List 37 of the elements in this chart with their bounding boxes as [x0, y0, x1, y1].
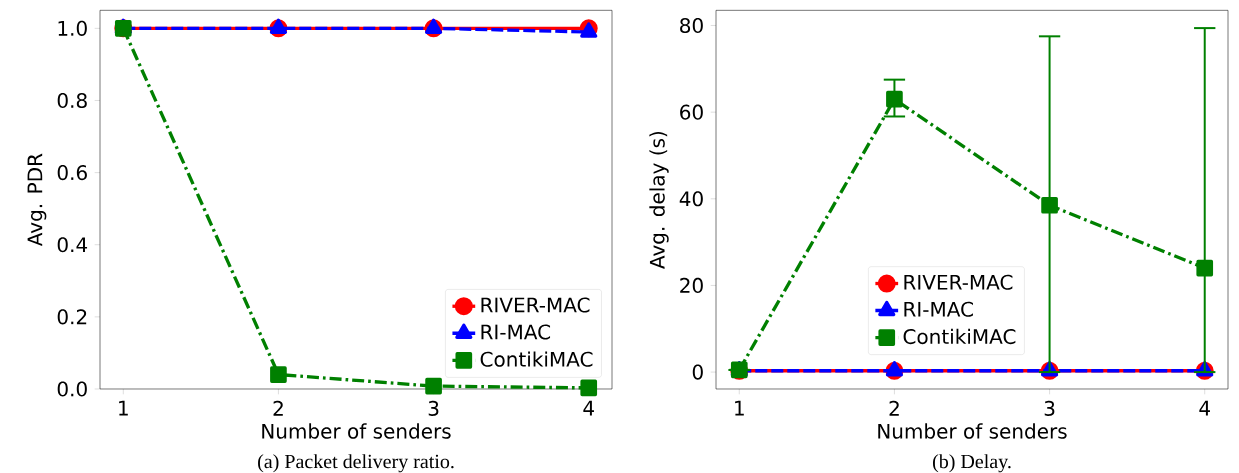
y-tick-label: 0.8: [57, 92, 87, 109]
x-tick-label: 4: [1199, 400, 1210, 416]
y-tick-label: 0.6: [57, 165, 87, 181]
y-tick-label: 20: [680, 277, 703, 294]
text: (b) Delay.: [932, 454, 1011, 473]
y-axis-title: Avg. PDR: [27, 153, 47, 247]
point: [1041, 196, 1058, 214]
legend-label: RI-MAC: [904, 301, 973, 317]
point: [425, 377, 442, 395]
y-tick-label: 80: [680, 17, 703, 34]
x-tick-label: 4: [583, 400, 594, 416]
legend-label: RI-MAC: [481, 324, 551, 340]
y-tick-label: 0.2: [57, 309, 87, 325]
text: (a) Packet delivery ratio.: [258, 454, 454, 473]
point: [580, 379, 598, 397]
x-axis-title: Number of senders: [262, 423, 451, 439]
point: [270, 366, 287, 383]
point: [886, 90, 903, 108]
x-axis-title: Number of senders: [878, 423, 1067, 439]
x-tick-label: 1: [119, 400, 128, 416]
y-tick-label: 60: [680, 104, 703, 120]
y-tick-label: 0.4: [57, 237, 88, 253]
y-tick-label: 0: [692, 364, 703, 380]
y-tick-label: 0.0: [57, 381, 87, 397]
legend-label: RIVER-MAC: [904, 274, 1013, 290]
y-axis-title: Avg. delay (s): [649, 131, 669, 269]
y-tick-label: 1.0: [58, 20, 87, 36]
legend-label: ContikiMAC: [480, 351, 593, 367]
x-tick-label: 3: [428, 400, 439, 416]
y-tick-label: 40: [679, 191, 703, 207]
x-tick-label: 2: [273, 400, 283, 416]
x-tick-label: 3: [1044, 400, 1055, 416]
x-tick-label: 2: [889, 400, 899, 416]
x-tick-label: 1: [735, 400, 744, 416]
point: [1196, 259, 1214, 277]
legend-label: ContikiMAC: [903, 328, 1016, 345]
legend-label: RIVER-MAC: [481, 297, 590, 313]
